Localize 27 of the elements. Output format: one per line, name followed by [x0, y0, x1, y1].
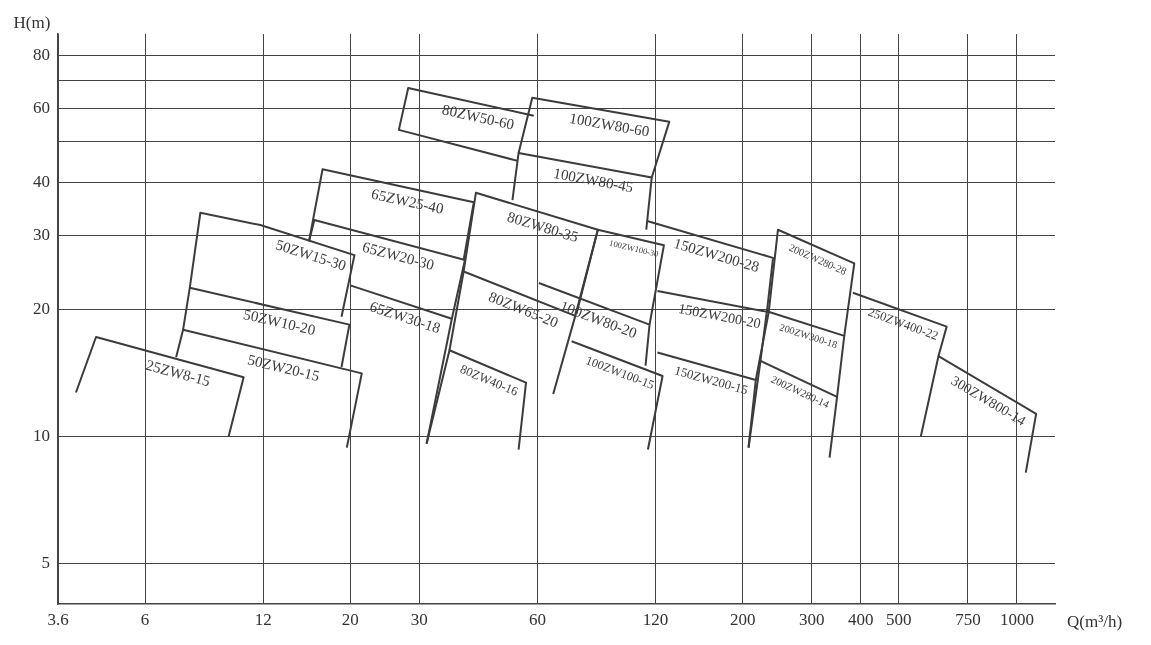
x-tick-label: 12 [254, 609, 272, 629]
y-tick-label: 80 [33, 45, 50, 65]
x-tick-label: 1000 [999, 609, 1034, 629]
y-tick-label: 60 [33, 97, 50, 117]
text: 150ZW200-20 [677, 299, 763, 332]
text: 100ZW80-45 [552, 164, 635, 196]
x-axis-title: Q(m³/h) [1067, 612, 1123, 632]
text: 80ZW50-60 [440, 101, 516, 133]
x-tick-label: 750 [955, 609, 981, 629]
x-tick-label: 6 [140, 609, 150, 629]
y-tick-label: 40 [33, 171, 50, 191]
x-tick-label: 300 [799, 609, 825, 629]
y-tick-label: 30 [33, 224, 50, 244]
x-tick-label: 500 [886, 609, 912, 629]
x-tick-label: 60 [528, 609, 546, 629]
x-tick-label: 30 [410, 609, 428, 629]
y-tick-label: 10 [33, 425, 50, 445]
x-tick-label: 400 [848, 609, 874, 629]
y-tick-label: 5 [41, 552, 50, 572]
x-tick-label: 200 [729, 609, 756, 629]
x-tick-label: 20 [341, 609, 359, 629]
text: 100ZW80-60 [568, 109, 651, 140]
x-tick-label: 3.6 [47, 609, 69, 629]
y-tick-label: 20 [33, 298, 50, 318]
text: 65ZW25-40 [369, 185, 446, 217]
y-axis-title: H(m) [13, 13, 51, 33]
x-tick-label: 120 [642, 609, 669, 629]
